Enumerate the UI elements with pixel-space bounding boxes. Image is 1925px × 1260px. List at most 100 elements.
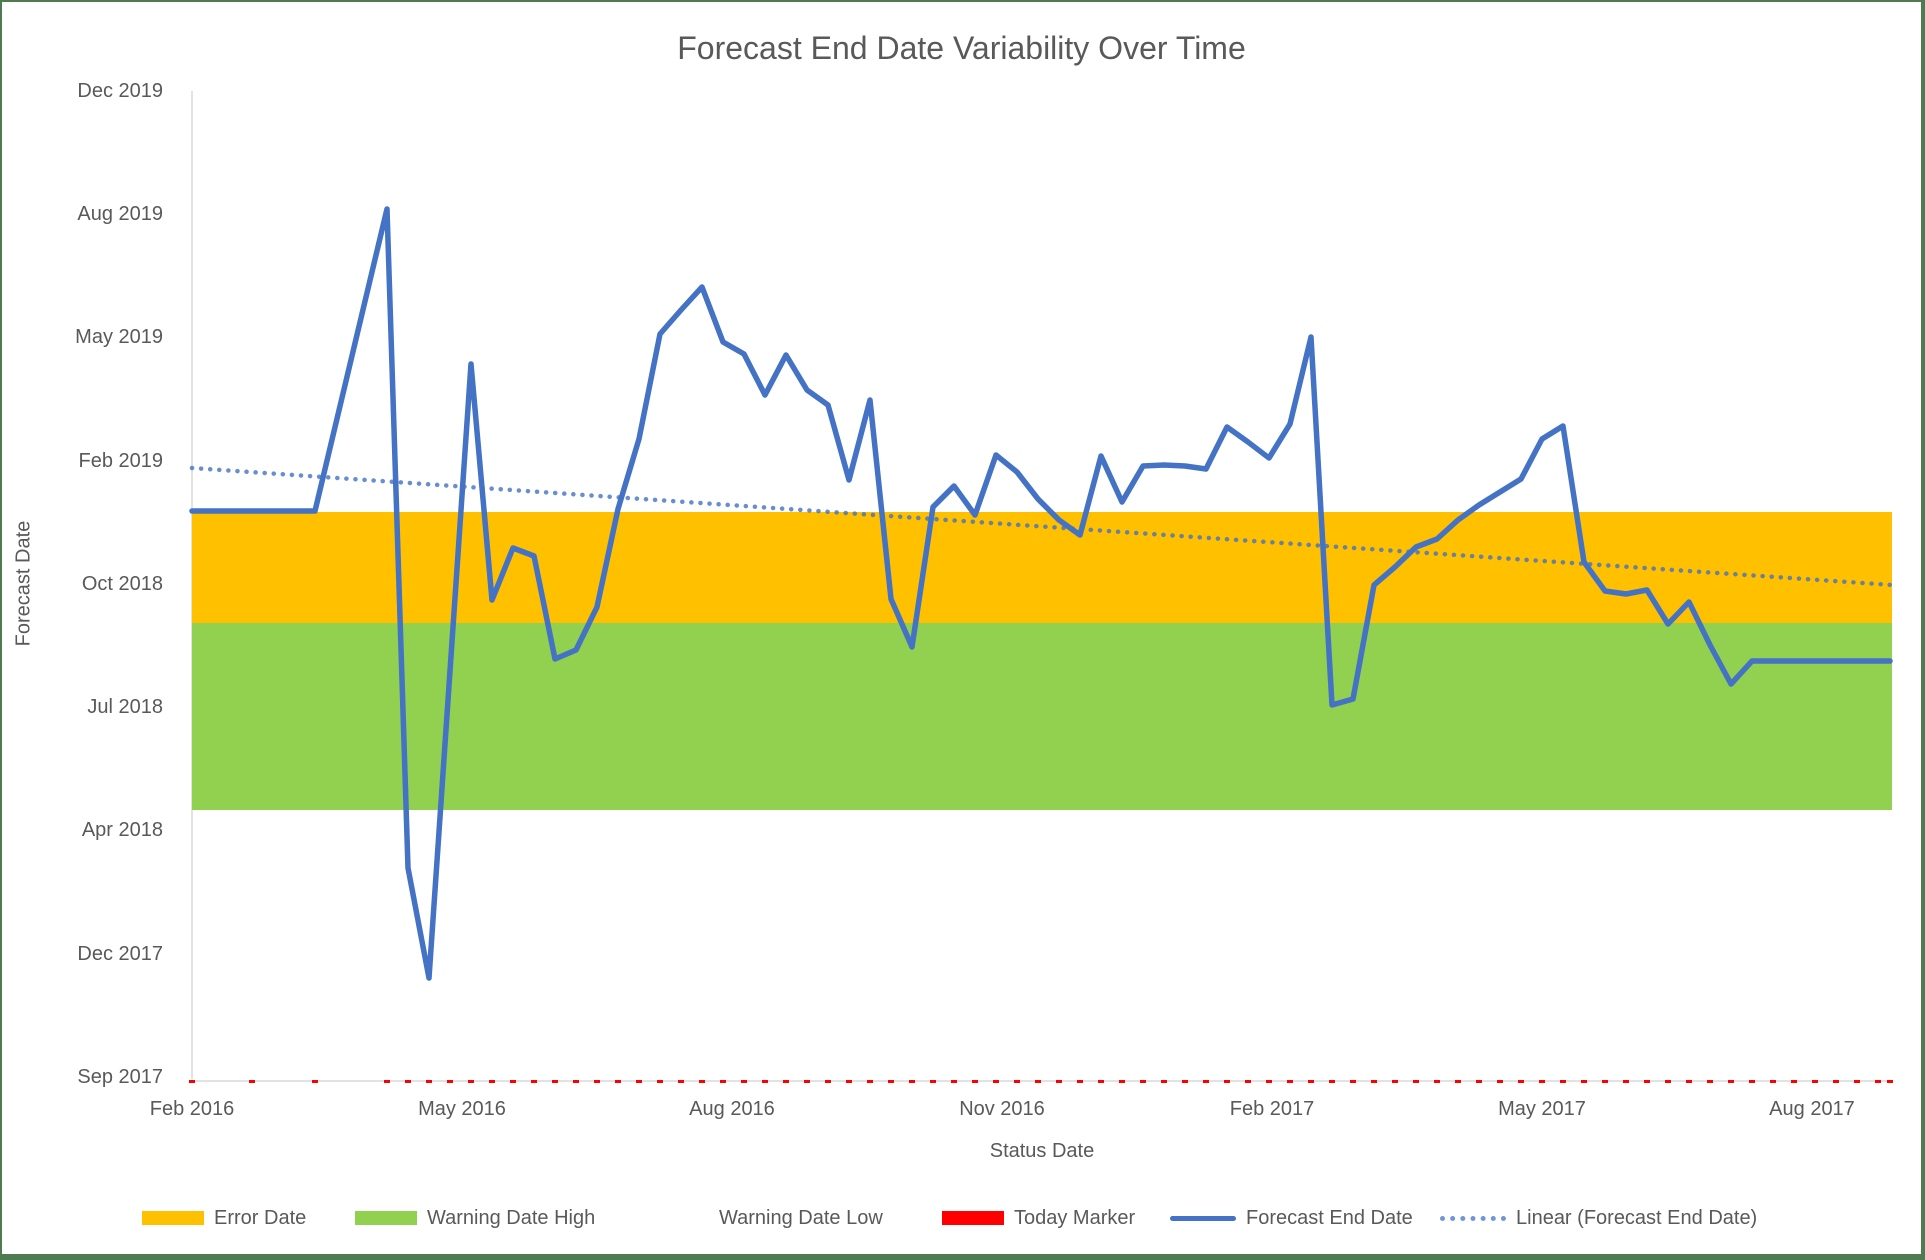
linear-trendline xyxy=(189,465,1895,588)
y-tick-label: Aug 2019 xyxy=(77,203,163,225)
today-marker-tick xyxy=(1791,1080,1797,1083)
today-marker-tick xyxy=(867,1080,873,1083)
legend-label: Linear (Forecast End Date) xyxy=(1516,1206,1758,1229)
today-marker-tick xyxy=(1014,1080,1020,1083)
today-marker-tick xyxy=(825,1080,831,1083)
legend-item-today-marker: Today Marker xyxy=(942,1205,1135,1231)
y-tick-label: Apr 2018 xyxy=(81,819,163,841)
today-marker-tick xyxy=(1245,1080,1251,1083)
legend-swatch-rect xyxy=(142,1211,204,1225)
today-marker-tick xyxy=(447,1080,453,1083)
y-tick-label: Dec 2019 xyxy=(77,80,163,102)
today-marker-tick xyxy=(1581,1080,1587,1083)
today-marker-tick xyxy=(783,1080,789,1083)
today-marker-tick xyxy=(699,1080,705,1083)
today-marker-tick xyxy=(312,1080,318,1083)
today-marker-tick xyxy=(531,1080,537,1083)
today-marker-tick xyxy=(1350,1080,1356,1083)
today-marker-tick xyxy=(1434,1080,1440,1083)
today-marker-tick xyxy=(1392,1080,1398,1083)
today-marker-tick xyxy=(951,1080,957,1083)
today-marker-tick xyxy=(720,1080,726,1083)
y-tick-label: Dec 2017 xyxy=(77,943,163,965)
legend-label: Forecast End Date xyxy=(1246,1206,1413,1229)
legend-swatch-line xyxy=(1170,1215,1236,1221)
today-marker-tick xyxy=(426,1080,432,1083)
today-marker-tick xyxy=(405,1080,411,1083)
today-marker-tick xyxy=(741,1080,747,1083)
legend-label: Error Date xyxy=(214,1206,307,1229)
today-marker-tick xyxy=(1287,1080,1293,1083)
today-marker-tick xyxy=(678,1080,684,1083)
y-tick-label: Sep 2017 xyxy=(77,1066,163,1088)
today-marker-tick xyxy=(468,1080,474,1083)
today-marker-tick xyxy=(1266,1080,1272,1083)
legend-item-forecast-end-date: Forecast End Date xyxy=(1170,1205,1413,1231)
today-marker-tick xyxy=(1518,1080,1524,1083)
y-tick-label: Jul 2018 xyxy=(87,696,163,718)
today-marker-tick xyxy=(1329,1080,1335,1083)
today-marker-tick xyxy=(804,1080,810,1083)
today-marker-tick xyxy=(1875,1080,1881,1083)
y-tick-label: Oct 2018 xyxy=(81,573,163,595)
today-marker-tick xyxy=(1119,1080,1125,1083)
x-tick-label: Feb 2017 xyxy=(1229,1098,1315,1120)
y-tick-label: Feb 2019 xyxy=(78,450,163,472)
x-tick-label: May 2017 xyxy=(1498,1098,1586,1120)
today-marker-tick xyxy=(1539,1080,1545,1083)
today-marker-tick xyxy=(762,1080,768,1083)
today-marker-tick xyxy=(846,1080,852,1083)
today-marker-tick xyxy=(930,1080,936,1083)
legend-item-warning-date-high: Warning Date High xyxy=(355,1205,595,1231)
today-marker-tick xyxy=(489,1080,495,1083)
today-marker-tick xyxy=(594,1080,600,1083)
today-marker-tick xyxy=(657,1080,663,1083)
today-marker-tick xyxy=(1602,1080,1608,1083)
today-marker-tick xyxy=(1203,1080,1209,1083)
legend-item-warning-date-low: Warning Date Low xyxy=(647,1205,883,1231)
x-tick-label: Aug 2017 xyxy=(1769,1098,1855,1120)
today-marker-tick xyxy=(1497,1080,1503,1083)
today-marker-tick xyxy=(552,1080,558,1083)
legend-swatch-dotted xyxy=(1440,1215,1506,1221)
today-marker-tick xyxy=(1161,1080,1167,1083)
legend-item-linear-forecast-end-date-: Linear (Forecast End Date) xyxy=(1440,1205,1757,1231)
x-tick-label: Feb 2016 xyxy=(149,1098,235,1120)
today-marker-tick xyxy=(1686,1080,1692,1083)
today-marker-tick xyxy=(1140,1080,1146,1083)
legend-item-error-date: Error Date xyxy=(142,1205,306,1231)
chart-legend: Error Date Warning Date High Warning Date … xyxy=(2,1205,1921,1233)
today-marker-tick xyxy=(1224,1080,1230,1083)
today-marker-tick xyxy=(1560,1080,1566,1083)
chart-title: Forecast End Date Variability Over Time xyxy=(677,30,1246,66)
today-marker-tick xyxy=(1413,1080,1419,1083)
today-marker-tick xyxy=(1644,1080,1650,1083)
today-marker-tick xyxy=(1182,1080,1188,1083)
x-tick-label: May 2016 xyxy=(418,1098,506,1120)
x-axis-title: Status Date xyxy=(989,1140,1095,1162)
today-marker-tick xyxy=(1308,1080,1314,1083)
band-warning-date-high xyxy=(192,623,1892,810)
today-marker-tick xyxy=(1770,1080,1776,1083)
legend-swatch-rect xyxy=(942,1211,1004,1225)
today-marker-tick xyxy=(1035,1080,1041,1083)
legend-label: Warning Date High xyxy=(427,1206,596,1229)
today-marker-tick xyxy=(636,1080,642,1083)
today-marker-tick xyxy=(1077,1080,1083,1083)
today-marker-tick xyxy=(909,1080,915,1083)
today-marker-tick xyxy=(1476,1080,1482,1083)
today-marker-tick xyxy=(573,1080,579,1083)
x-tick-label: Nov 2016 xyxy=(959,1098,1045,1120)
today-marker-tick xyxy=(1098,1080,1104,1083)
today-marker-tick xyxy=(615,1080,621,1083)
today-marker-tick xyxy=(1623,1080,1629,1083)
legend-label: Today Marker xyxy=(1014,1206,1136,1229)
today-marker-tick xyxy=(1728,1080,1734,1083)
today-marker-tick xyxy=(1056,1080,1062,1083)
today-marker-tick xyxy=(1455,1080,1461,1083)
today-marker-tick xyxy=(993,1080,999,1083)
today-marker-tick xyxy=(1854,1080,1860,1083)
legend-swatch-none xyxy=(647,1211,709,1225)
